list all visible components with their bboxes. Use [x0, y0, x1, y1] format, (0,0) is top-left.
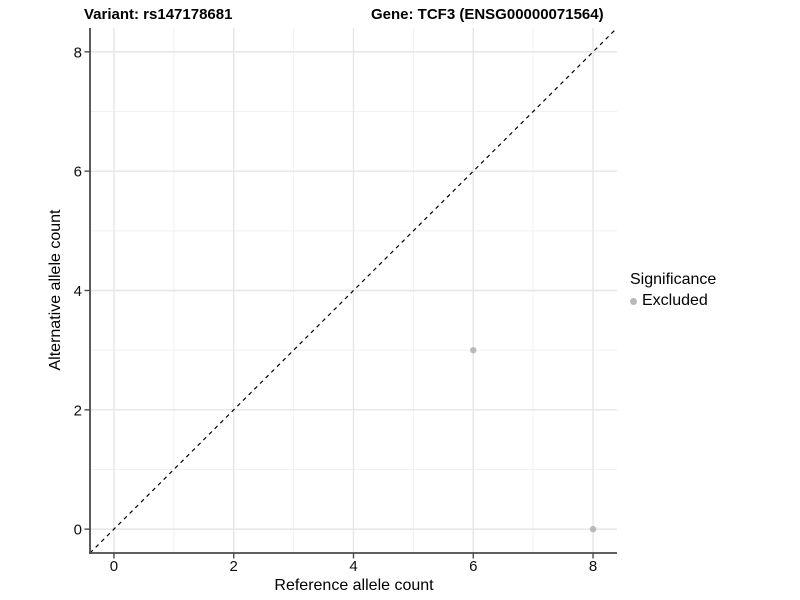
gene-title: Gene: TCF3 (ENSG00000071564) — [371, 6, 604, 23]
y-tick-label: 6 — [74, 164, 82, 181]
y-tick-label: 4 — [74, 283, 82, 300]
x-tick-label: 0 — [110, 558, 118, 575]
data-point — [470, 346, 477, 354]
x-tick-label: 4 — [349, 558, 357, 575]
y-tick-label: 8 — [74, 44, 82, 61]
x-axis-title: Reference allele count — [274, 577, 434, 594]
y-axis-title: Alternative allele count — [47, 209, 64, 371]
variant-title: Variant: rs147178681 — [84, 6, 233, 23]
legend-title: Significance — [630, 271, 717, 288]
x-tick-label: 2 — [230, 558, 238, 575]
y-tick-label: 0 — [74, 522, 82, 539]
legend-item-label: Excluded — [642, 292, 708, 309]
legend-item-excluded: Excluded — [630, 292, 716, 310]
data-point — [589, 525, 597, 533]
x-tick-label: 6 — [469, 558, 477, 575]
legend: Significance Excluded — [630, 271, 716, 310]
x-tick-label: 8 — [589, 558, 597, 575]
excluded-point-icon — [630, 297, 637, 305]
y-tick-label: 2 — [74, 402, 82, 419]
identity-dashed-line — [89, 27, 618, 554]
